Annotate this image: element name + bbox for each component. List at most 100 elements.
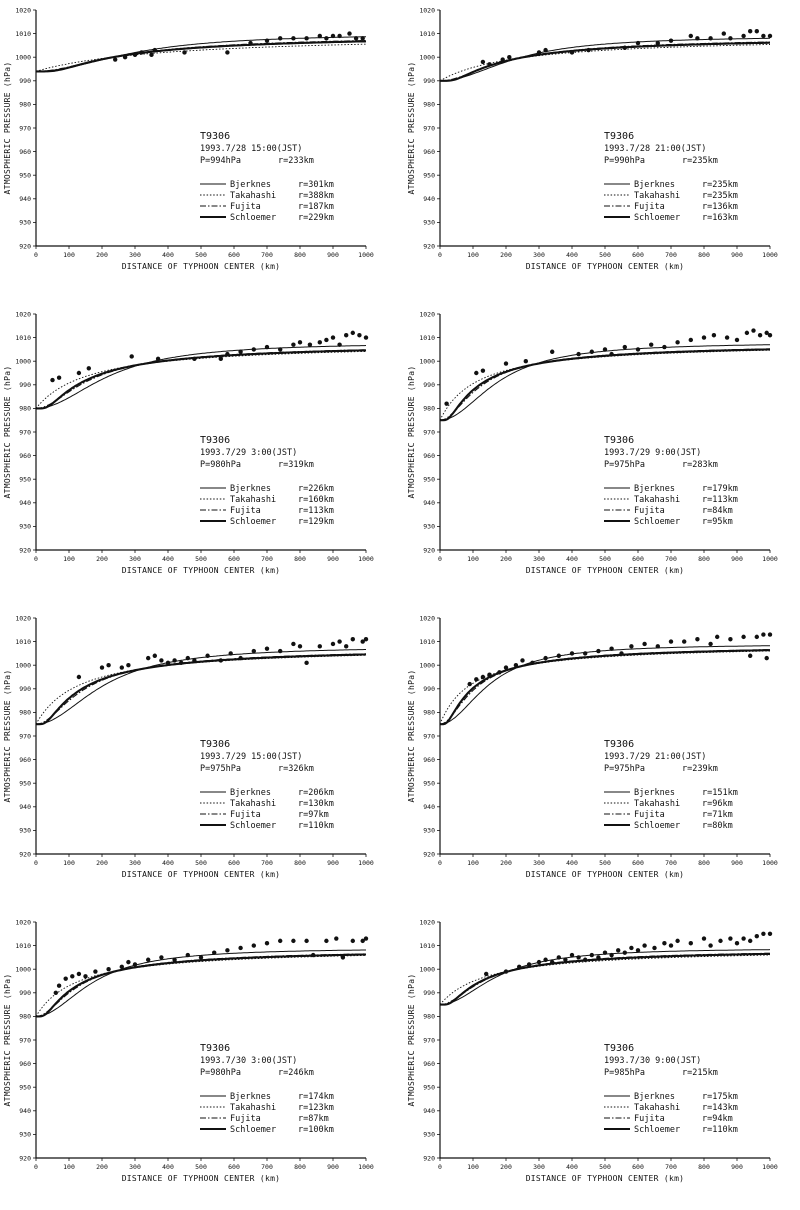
x-tick-label: 800 [294,251,306,259]
legend-label-bjerknes: Bjerknes [230,180,271,190]
y-tick-label: 980 [19,405,31,413]
y-tick-label: 930 [423,523,435,531]
observation-point [734,941,740,946]
y-tick-label: 1010 [419,638,435,646]
observation-point [76,674,82,680]
observation-point [76,971,82,977]
chart-svg: 920 930 940 950 960 970 980 990 1000 1010 1020 0 100… [3,310,374,575]
x-tick-label: 300 [129,251,141,259]
x-tick-label: 400 [162,859,174,867]
legend-radius-schloemer: r=229km [298,213,334,223]
legend-label-takahashi: Takahashi [230,1103,276,1113]
y-tick-label: 960 [19,1060,31,1068]
y-tick-label: 940 [19,195,31,203]
observation-point [589,349,594,354]
observation-point [106,663,111,668]
observation-point [655,40,660,46]
y-tick-label: 1020 [419,918,435,926]
observation-point [609,646,614,651]
observation-point [536,959,542,965]
chart-date: 1993.7/29 3:00(JST) [200,448,297,458]
observation-point [748,938,753,944]
y-tick-label: 1010 [15,942,31,950]
observation-point [682,639,687,644]
legend-radius-schloemer: r=110km [702,1125,738,1135]
observation-point [304,938,309,944]
x-tick-label: 500 [599,859,611,867]
observation-point [708,943,713,948]
observation-point [642,641,647,647]
observation-point [198,955,204,960]
observation-point [754,634,759,640]
y-tick-label: 1000 [15,54,31,62]
y-tick-label: 1010 [15,30,31,38]
observation-point [728,637,733,642]
y-tick-label: 950 [423,780,435,788]
x-tick-label: 200 [500,555,512,563]
x-tick-label: 500 [195,1163,207,1171]
observation-point [523,359,528,364]
chart-date: 1993.7/30 3:00(JST) [200,1056,297,1066]
observation-point [238,655,243,661]
observation-point [695,36,700,41]
y-tick-label: 950 [423,172,435,180]
x-tick-label: 800 [698,555,710,563]
observation-point [563,957,568,962]
legend-label-schloemer: Schloemer [634,213,680,223]
observation-point [218,356,223,362]
observation-point [635,948,641,953]
observation-point [741,936,746,941]
y-tick-label: 960 [423,452,435,460]
observation-point [264,38,270,43]
y-tick-label: 990 [423,685,435,693]
y-tick-label: 1020 [419,310,435,318]
legend-label-bjerknes: Bjerknes [230,484,271,494]
legend-label-bjerknes: Bjerknes [634,788,675,798]
x-tick-label: 600 [228,1163,240,1171]
observation-point [179,660,184,666]
x-tick-label: 1000 [358,1163,374,1171]
y-tick-label: 920 [423,242,435,250]
y-tick-label: 950 [19,172,31,180]
x-tick-label: 100 [467,555,479,563]
y-tick-label: 990 [19,77,31,85]
observation-point [353,36,359,41]
chart-svg: 920 930 940 950 960 970 980 990 1000 1010 1020 0 100… [407,918,778,1183]
chart-panel: 920 930 940 950 960 970 980 990 1000 1010 1020 0 100… [404,608,796,906]
x-tick-label: 600 [228,251,240,259]
legend-label-fujita: Fujita [230,1114,261,1124]
observation-point [297,340,303,345]
y-tick-label: 1020 [419,614,435,622]
observation-point [589,952,594,958]
observation-point [83,974,88,979]
observation-point [70,974,75,979]
series-line-takahashi [35,654,366,725]
radius-label: r=283km [682,460,718,470]
observation-point [238,349,243,354]
observation-point [311,952,316,958]
central-pressure: P=975hPa [200,764,241,774]
central-pressure: P=975hPa [604,764,645,774]
x-tick-label: 900 [731,555,743,563]
legend-radius-takahashi: r=143km [702,1103,738,1113]
observation-point [701,936,707,941]
observation-point [629,644,634,649]
observation-point [119,665,125,670]
observation-point [622,950,627,955]
x-tick-label: 900 [731,251,743,259]
observation-point [748,29,753,34]
legend-radius-bjerknes: r=206km [298,788,334,798]
observation-point [576,351,581,357]
observation-point [93,969,98,974]
observation-point [569,50,575,55]
x-tick-label: 100 [63,859,75,867]
y-axis-label: ATMOSPHERIC PRESSURE (hPa) [3,669,12,802]
observation-point [688,941,693,946]
series-line-bjerknes [36,345,367,409]
chart-date: 1993.7/30 9:00(JST) [604,1056,701,1066]
y-axis-label: ATMOSPHERIC PRESSURE (hPa) [3,61,12,194]
x-tick-label: 1000 [762,555,778,563]
y-tick-label: 920 [423,546,435,554]
x-tick-label: 300 [533,859,545,867]
chart-date: 1993.7/29 21:00(JST) [604,752,706,762]
